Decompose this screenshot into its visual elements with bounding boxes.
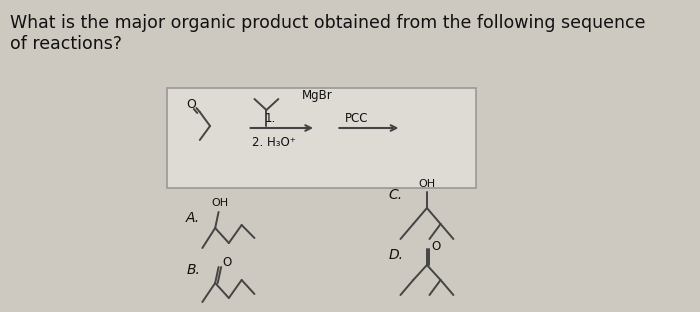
Text: A.: A. — [186, 211, 200, 225]
Text: D.: D. — [389, 248, 403, 262]
Text: B.: B. — [186, 263, 200, 277]
Text: OH: OH — [419, 179, 435, 189]
Text: MgBr: MgBr — [302, 90, 333, 103]
Text: 1.: 1. — [265, 111, 276, 124]
Text: What is the major organic product obtained from the following sequence
of reacti: What is the major organic product obtain… — [10, 14, 645, 53]
Text: O: O — [186, 99, 196, 111]
Text: PCC: PCC — [345, 111, 369, 124]
Text: O: O — [223, 256, 232, 270]
Text: C.: C. — [389, 188, 402, 202]
Text: O: O — [432, 240, 441, 252]
Bar — [167, 88, 477, 188]
Text: 2. H₃O⁺: 2. H₃O⁺ — [252, 137, 296, 149]
Text: OH: OH — [211, 198, 229, 208]
